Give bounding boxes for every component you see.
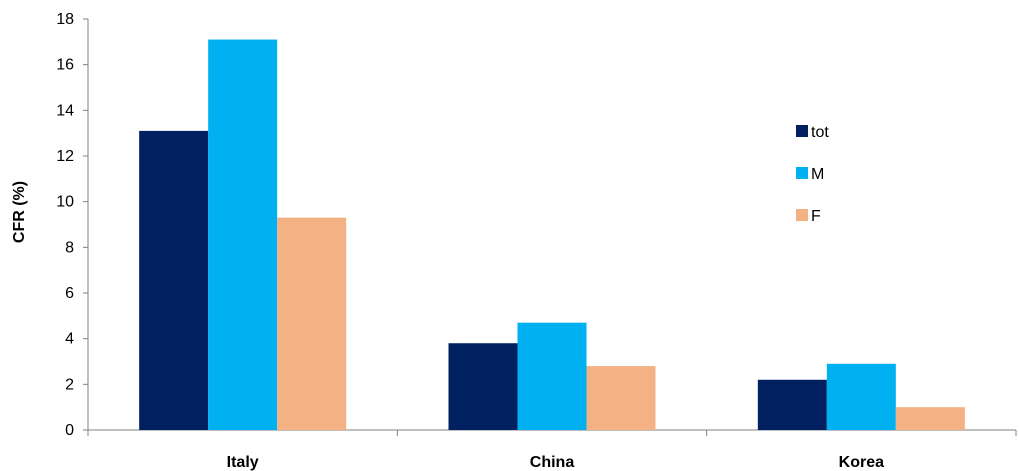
y-tick-label: 2 (65, 376, 74, 393)
legend-label-m: M (811, 166, 824, 183)
y-tick-label: 8 (65, 239, 74, 256)
y-tick-label: 14 (56, 102, 74, 119)
legend-label-tot: tot (811, 124, 829, 141)
y-tick-label: 6 (65, 285, 74, 302)
y-axis-title-group: CFR (%) (11, 181, 28, 243)
legend-label-f: F (811, 208, 821, 225)
bar-f-italy (277, 217, 347, 430)
y-tick-label: 4 (65, 331, 74, 348)
legend-swatch-tot (796, 125, 808, 137)
bars (139, 39, 965, 431)
y-tick-label: 0 (65, 422, 74, 439)
x-category-label: Korea (839, 454, 884, 471)
bar-tot-italy (139, 130, 209, 430)
y-tick-label: 10 (56, 194, 74, 211)
y-tick-label: 16 (56, 57, 74, 74)
x-axis-labels: Italy China Korea (227, 454, 884, 471)
y-axis-title: CFR (%) (11, 181, 28, 243)
bar-f-china (586, 366, 656, 430)
bar-m-china (517, 322, 587, 430)
legend: tot M F (796, 124, 829, 225)
x-category-label: China (530, 454, 575, 471)
y-tick-label: 18 (56, 11, 74, 28)
bar-m-korea (826, 363, 896, 430)
y-tick-label: 12 (56, 148, 74, 165)
bar-tot-china (448, 343, 518, 430)
bar-f-korea (895, 407, 965, 430)
bar-tot-korea (757, 379, 827, 430)
legend-swatch-f (796, 209, 808, 221)
bar-m-italy (208, 39, 278, 431)
legend-swatch-m (796, 167, 808, 179)
x-category-label: Italy (227, 454, 259, 471)
